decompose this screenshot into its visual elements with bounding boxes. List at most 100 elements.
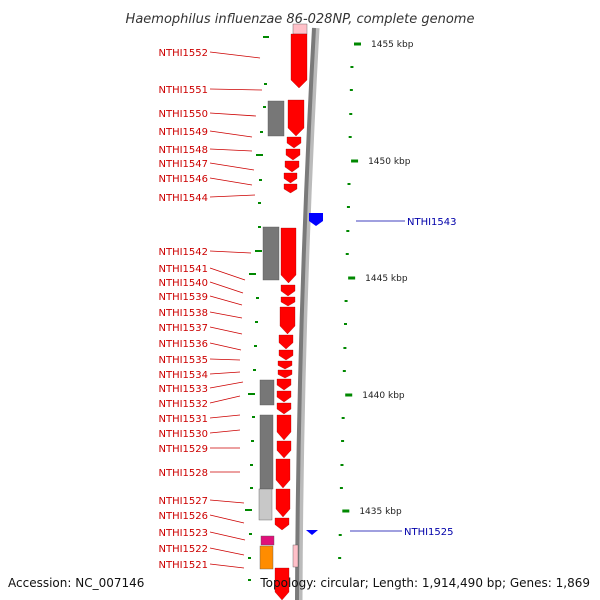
scale-tick-major	[348, 276, 356, 280]
scale-tick-minor	[338, 557, 342, 559]
gene-leader-line	[209, 51, 261, 59]
gene-label: NTHI1548	[158, 145, 208, 156]
scale-tick-minor	[347, 183, 351, 185]
forward-gene-arrow	[274, 567, 290, 600]
forward-gene-arrow	[286, 136, 302, 149]
forward-gene-arrow	[280, 284, 296, 297]
scale-tick-minor	[346, 206, 350, 208]
gene-blocks	[258, 23, 308, 570]
gene-leader-line	[209, 194, 256, 198]
scale-tick-minor	[344, 323, 347, 325]
gene-leader-line	[209, 414, 241, 419]
scale-tick-minor	[339, 487, 343, 489]
scale-tick-inner	[248, 579, 251, 581]
gene-labels: NTHI1552 NTHI1551 NTHI1550 NTHI1549 NTHI1548…	[158, 48, 456, 571]
scale-tick-inner	[252, 416, 255, 418]
pink-feature-block	[292, 23, 308, 35]
reverse-gene-arrow	[306, 530, 318, 535]
gene-label: NTHI1551	[158, 85, 208, 96]
gene-leader-line	[209, 295, 243, 306]
scale-tick-inner	[259, 179, 262, 181]
gray-feature-block	[267, 100, 285, 137]
forward-gene-arrow	[275, 458, 291, 489]
gene-leader-line	[209, 381, 244, 389]
genome-backbone	[295, 27, 316, 600]
gene-label: NTHI1522	[158, 544, 208, 555]
scale-tick-minor	[344, 300, 348, 302]
scale-tick-inner	[260, 131, 263, 133]
scale-tick-label: 1450 kbp	[368, 157, 411, 167]
scale-tick-inner	[263, 36, 269, 38]
gene-label: NTHI1546	[158, 174, 208, 185]
forward-gene-arrow	[280, 227, 297, 284]
scale-tick-minor	[343, 347, 347, 349]
scale-tick-minor	[349, 89, 353, 91]
forward-gene-arrow	[276, 378, 292, 391]
gene-leader-line	[209, 429, 241, 434]
forward-gene-arrow	[283, 183, 298, 194]
scale-tick-label: 1445 kbp	[365, 274, 408, 284]
scale-tick-inner	[250, 487, 253, 489]
gene-leader-line	[209, 342, 242, 351]
forward-gene-arrow	[277, 369, 293, 379]
gene-label: NTHI1538	[158, 308, 208, 319]
gene-label: NTHI1527	[158, 496, 208, 507]
gene-leader-line	[209, 358, 241, 361]
orange-feature-block	[259, 545, 274, 570]
forward-gene-arrow	[276, 390, 292, 403]
gene-label: NTHI1525	[404, 527, 454, 538]
gene-leader-line	[209, 267, 246, 281]
forward-gene-arrow	[279, 306, 296, 335]
gene-leader-line	[209, 250, 252, 254]
scale-tick-minor	[348, 136, 352, 138]
scale-tick-major	[354, 42, 361, 46]
scale-tick-major	[351, 159, 359, 163]
topology-text: Topology: circular; Length: 1,914,490 bp…	[260, 576, 590, 590]
scale-tick-inner	[253, 369, 256, 371]
scale-tick-minor	[345, 253, 349, 255]
gray-feature-block	[259, 379, 275, 406]
gene-label: NTHI1542	[158, 247, 208, 258]
scale-tick-inner	[258, 226, 261, 228]
scale-tick-major	[345, 393, 353, 397]
forward-gene-arrow	[276, 402, 292, 415]
gene-label: NTHI1541	[158, 264, 208, 275]
gene-leader-line	[209, 499, 245, 504]
scale-tick-inner	[250, 464, 253, 466]
forward-gene-arrow	[290, 33, 308, 89]
gene-leader-line	[209, 326, 243, 335]
forward-gene-arrow	[284, 160, 300, 173]
forward-gene-arrow	[285, 148, 301, 161]
scale-tick-minor	[349, 113, 353, 115]
gene-leader-line	[209, 514, 245, 524]
scale-tick-minor	[350, 66, 354, 68]
scale-tick-inner	[251, 440, 254, 442]
scale-tick-label: 1435 kbp	[359, 507, 402, 517]
forward-gene-arrow	[287, 99, 305, 137]
scale-tick-inner	[256, 297, 259, 299]
scale-tick-inner	[249, 273, 256, 275]
gene-arrows	[274, 33, 323, 600]
map-title: Haemophilus influenzae 86-028NP, complet…	[126, 12, 475, 27]
gene-label: NTHI1523	[158, 528, 208, 539]
forward-gene-arrow	[278, 349, 294, 361]
gene-label: NTHI1537	[158, 323, 208, 334]
gene-label: NTHI1552	[158, 48, 208, 59]
forward-gene-arrow	[274, 517, 290, 531]
gene-label: NTHI1549	[158, 127, 208, 138]
scale-tick-inner	[263, 106, 266, 108]
gene-leader-line	[209, 177, 253, 186]
forward-gene-arrow	[278, 334, 294, 350]
scale-tick-minor	[346, 230, 350, 232]
gene-label: NTHI1533	[158, 384, 208, 395]
gene-leader-line	[209, 112, 257, 117]
gene-label: NTHI1540	[158, 278, 208, 289]
gene-leader-line	[209, 130, 253, 138]
gene-label: NTHI1529	[158, 444, 208, 455]
scale-tick-minor	[341, 417, 345, 419]
gene-leader-line	[209, 162, 255, 171]
gene-leader-line	[209, 395, 241, 404]
accession-text: Accession: NC_007146	[8, 576, 145, 590]
scale-tick-inner	[258, 202, 261, 204]
